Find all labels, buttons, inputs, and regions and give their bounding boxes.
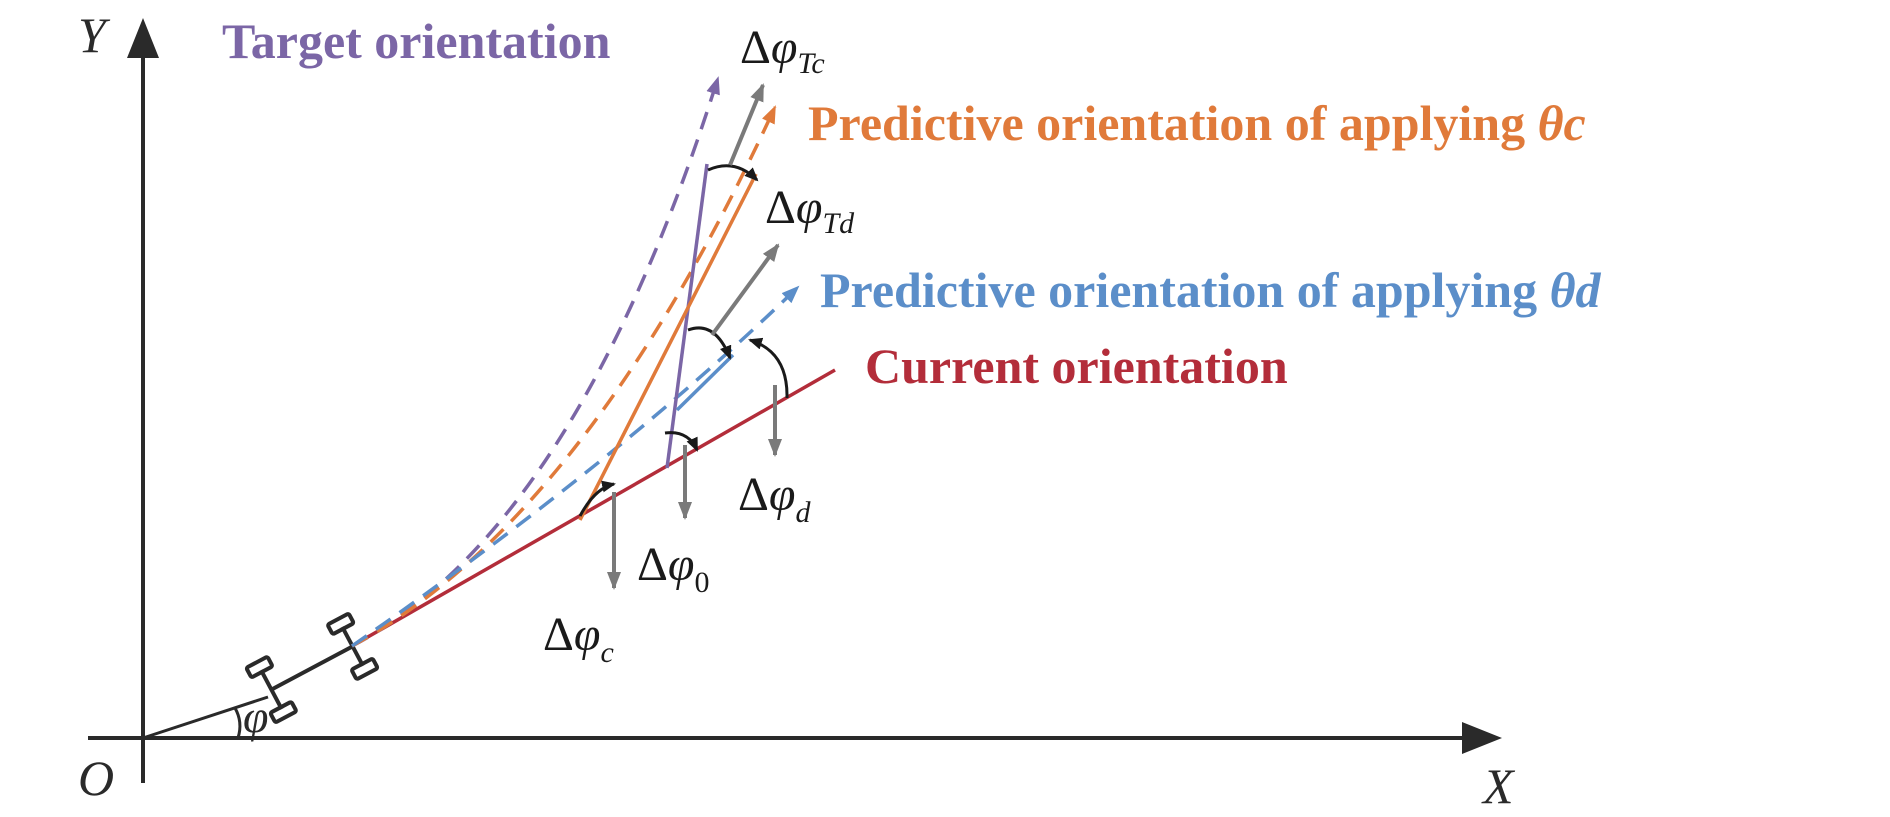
predictive-d-trajectory-dashed [351,285,800,648]
heading-angle-arc [233,707,242,739]
label-predictive-d: Predictive orientation of applying θd [820,262,1602,318]
heading-angle: φ [142,691,269,742]
label-predictive-c-text: Predictive orientation of applying [808,95,1538,151]
angle-label-d-phi-Tc: ΔφTc [740,21,825,80]
label-target-orientation: Target orientation [222,13,611,69]
y-axis-label: Y [78,7,111,63]
heading-angle-label: φ [243,691,268,742]
x-axis-arrow [1462,722,1502,754]
x-axis-label: X [1481,758,1516,814]
angle-arc-d-phi-Tc [707,164,759,182]
heading-ray [142,695,269,740]
label-predictive-d-param: θd [1550,262,1602,318]
label-predictive-c-param: θc [1538,95,1586,151]
predictive-d-tangent-segment [675,353,735,412]
axes: Y X O [78,7,1516,814]
angle-label-d-phi-c: Δφc [543,608,614,669]
predictive-c-trajectory-dashed [351,105,777,648]
label-predictive-d-text: Predictive orientation of applying [820,262,1550,318]
angle-arc-d-phi-c [578,480,616,517]
angle-arc-d-phi-0 [664,431,699,452]
angle-arc-d-phi-d [748,337,789,399]
current-orientation-line [351,368,836,648]
y-axis-arrow [127,18,159,58]
label-predictive-c: Predictive orientation of applying θc [808,95,1586,151]
angle-label-d-phi-Td: ΔφTd [765,181,855,240]
label-current-orientation: Current orientation [865,338,1288,394]
angle-label-d-phi-0: Δφ0 [637,538,709,599]
angle-arc-d-phi-Td [687,326,732,360]
target-tangent-segment [665,163,709,469]
origin-label: O [78,750,114,806]
pointer-d-phi-Tc [728,83,765,166]
pointer-d-phi-Td [710,243,780,337]
angle-label-d-phi-d: Δφd [738,468,811,529]
predictive-c-tangent-segment [578,173,758,521]
